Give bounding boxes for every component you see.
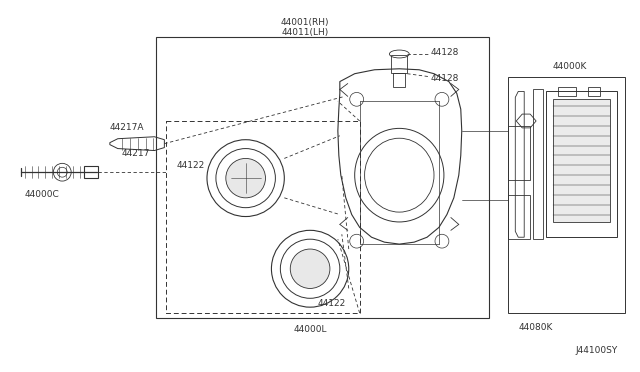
Bar — [156, 37, 488, 318]
Text: 44080K: 44080K — [518, 323, 552, 332]
Bar — [508, 126, 530, 180]
Text: 44001(RH): 44001(RH) — [281, 18, 330, 27]
Text: 44011(LH): 44011(LH) — [282, 28, 329, 37]
Text: 44217A: 44217A — [110, 124, 145, 132]
Bar — [546, 92, 618, 237]
Text: J44100SY: J44100SY — [575, 346, 618, 355]
Bar — [588, 87, 600, 96]
Text: 44000L: 44000L — [293, 326, 327, 334]
Bar — [84, 166, 98, 178]
Bar — [558, 87, 576, 96]
Bar — [508, 77, 625, 313]
Ellipse shape — [226, 158, 266, 198]
Bar — [533, 89, 543, 239]
Ellipse shape — [291, 249, 330, 288]
Bar — [394, 73, 405, 87]
Bar — [553, 99, 611, 222]
Text: 44122: 44122 — [176, 161, 205, 170]
Text: 44128: 44128 — [431, 48, 460, 57]
Bar — [392, 55, 407, 73]
Text: 44000K: 44000K — [553, 62, 588, 71]
Text: 44217: 44217 — [122, 149, 150, 158]
Text: 44000C: 44000C — [24, 190, 60, 199]
Text: 44122: 44122 — [318, 299, 346, 308]
Bar — [508, 195, 530, 239]
Text: 44128: 44128 — [431, 74, 460, 83]
